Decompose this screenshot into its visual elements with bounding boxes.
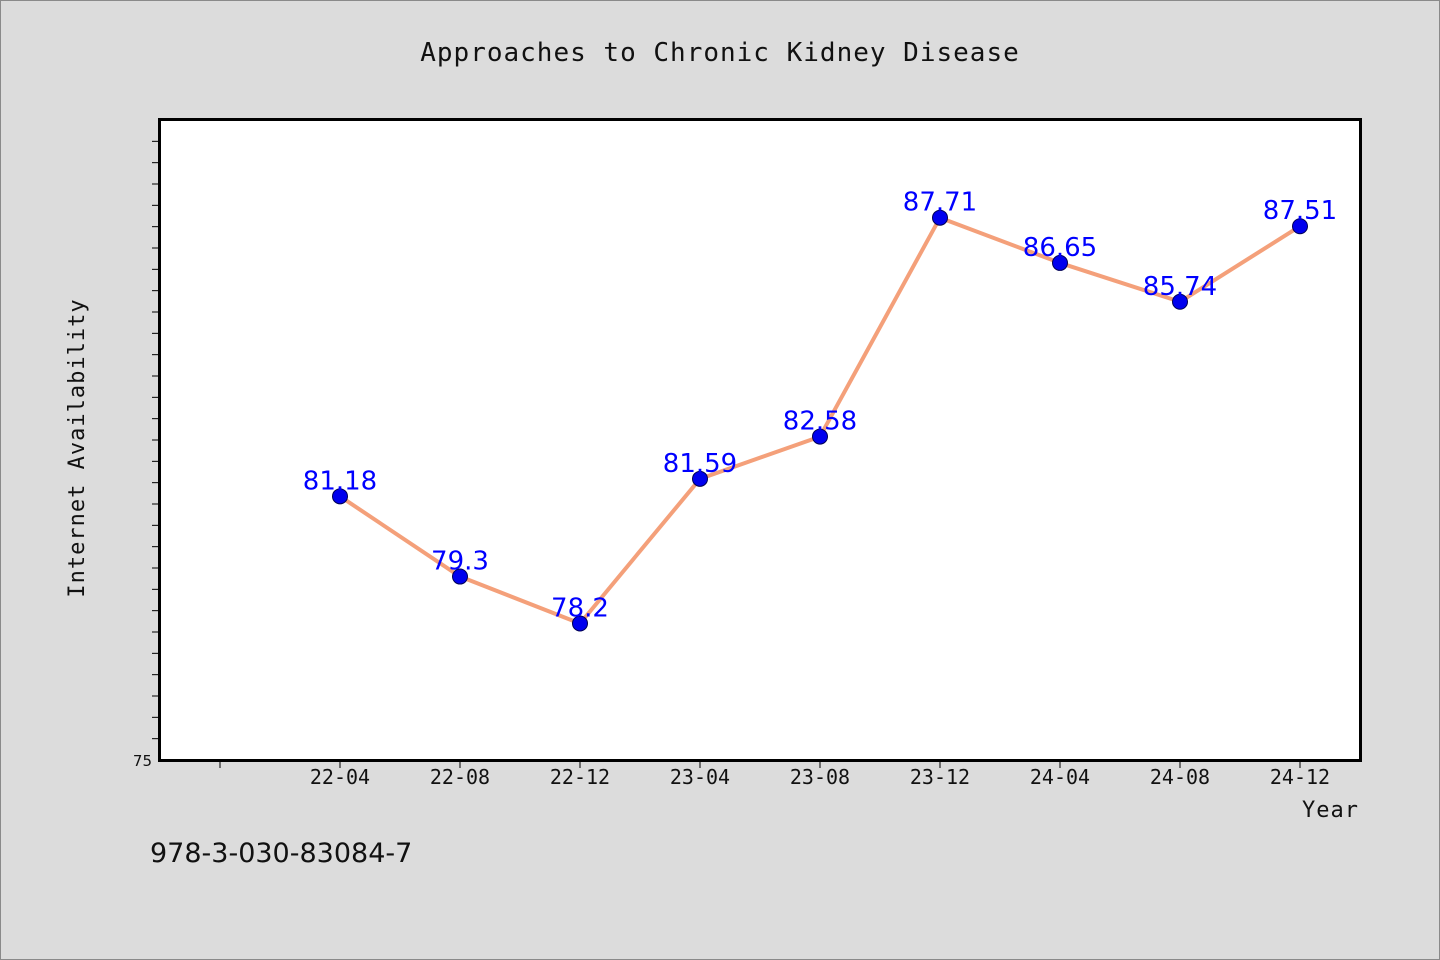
data-label: 82.58: [783, 407, 857, 437]
data-label: 81.18: [303, 466, 377, 496]
data-point: [1172, 293, 1188, 310]
plot-area: [158, 118, 1362, 762]
data-label: 78.2: [551, 593, 609, 623]
x-axis-ticks: 22-04 22-08 22-12 23-04 23-08 23-12 24-04 24-08…: [219, 760, 1330, 789]
x-tick-label: 24-08: [1150, 765, 1210, 789]
x-tick-label: 23-04: [670, 765, 730, 789]
data-label: 87.51: [1263, 196, 1337, 226]
x-tick-label: 23-12: [910, 765, 970, 789]
series-layer: 81.18 79.3 78.2 81.59 82.58 87.71 86.65 85.74 87…: [303, 188, 1337, 632]
footnote-isbn: 978-3-030-83084-7: [150, 838, 412, 869]
x-tick-label: 24-04: [1030, 765, 1090, 789]
data-point: [692, 470, 708, 487]
data-label: 86.65: [1023, 233, 1097, 263]
data-point: [452, 568, 468, 585]
x-tick-label: 24-12: [1270, 765, 1330, 789]
data-point: [1292, 218, 1308, 235]
y-axis-min-label: 75: [133, 752, 152, 770]
y-axis-ticks: [152, 140, 160, 740]
data-point: [332, 488, 348, 505]
data-point: [572, 615, 588, 632]
y-axis-label: Internet Availability: [65, 298, 90, 597]
data-point: [812, 428, 828, 445]
data-label: 87.71: [903, 188, 977, 218]
chart-title: Approaches to Chronic Kidney Disease: [420, 38, 1020, 68]
x-tick-label: 22-12: [550, 765, 610, 789]
data-label: 81.59: [663, 449, 737, 479]
x-tick-label: 22-04: [310, 765, 370, 789]
x-tick-label: 22-08: [430, 765, 490, 789]
data-point: [1052, 254, 1068, 271]
x-axis-label: Year: [1302, 798, 1359, 823]
data-label: 85.74: [1143, 272, 1217, 302]
data-label: 79.3: [431, 547, 489, 577]
x-tick-label: 23-08: [790, 765, 850, 789]
data-point: [932, 209, 948, 226]
